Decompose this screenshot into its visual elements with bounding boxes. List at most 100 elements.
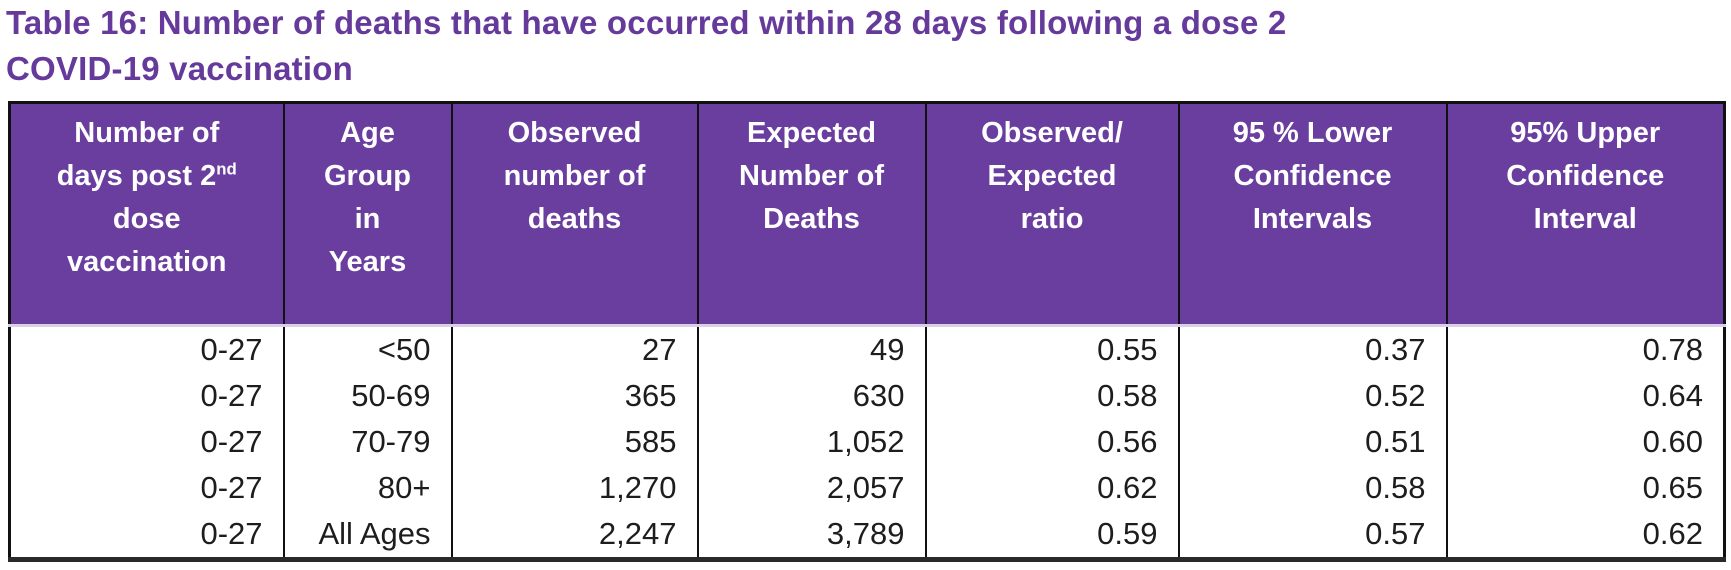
cell-lower-confidence: 0.51	[1177, 419, 1448, 465]
header-text: 95 % Lower	[1232, 117, 1393, 149]
column-header-expected-deaths: Expected Number of Deaths	[696, 102, 927, 327]
header-text: Deaths	[763, 203, 860, 235]
table-header: Number of days post 2nd dose vaccination Age…	[8, 102, 1726, 327]
column-header-lower-confidence: 95 % Lower Confidence Intervals	[1177, 102, 1448, 327]
column-header-line: Intervals	[1184, 198, 1442, 241]
column-header-line: vaccination	[15, 241, 279, 284]
cell-observed-expected-ratio: 0.62	[924, 465, 1180, 511]
column-header-age-group: Age Group in Years	[282, 102, 453, 327]
cell-observed-expected-ratio: 0.59	[924, 511, 1180, 560]
column-header-days-post-dose: Number of days post 2nd dose vaccination	[8, 102, 285, 327]
cell-upper-confidence: 0.60	[1445, 419, 1726, 465]
cell-observed-expected-ratio: 0.58	[924, 373, 1180, 419]
header-text: Interval	[1533, 203, 1637, 235]
column-header-line: dose	[15, 198, 279, 241]
cell-lower-confidence: 0.57	[1177, 511, 1448, 560]
cell-observed-expected-ratio: 0.55	[924, 325, 1180, 373]
cell-observed-expected-ratio: 0.56	[924, 419, 1180, 465]
cell-upper-confidence: 0.65	[1445, 465, 1726, 511]
column-header-line: Number of	[15, 112, 279, 155]
column-header-line: Deaths	[703, 198, 921, 241]
cell-upper-confidence: 0.64	[1445, 373, 1726, 419]
column-header-line: Confidence	[1184, 155, 1442, 198]
header-text: Expected	[747, 117, 876, 149]
column-header-observed-expected-ratio: Observed/Expected ratio	[924, 102, 1180, 327]
cell-days-post-dose: 0-27	[8, 419, 285, 465]
table-header-row: Number of days post 2nd dose vaccination Age…	[8, 102, 1726, 327]
header-text: ratio	[1020, 203, 1084, 235]
cell-observed-deaths: 2,247	[450, 511, 699, 560]
cell-upper-confidence: 0.78	[1445, 325, 1726, 373]
cell-expected-deaths: 1,052	[696, 419, 927, 465]
cell-days-post-dose: 0-27	[8, 325, 285, 373]
header-text: vaccination	[66, 246, 227, 278]
column-header-line: Interval	[1452, 198, 1720, 241]
header-text: Group	[324, 160, 411, 192]
cell-age-group: 70-79	[282, 419, 453, 465]
column-header-line: Expected	[703, 112, 921, 155]
table-title: Table 16: Number of deaths that have occ…	[6, 0, 1286, 92]
table-row: 0-27 50-69 365 630 0.58 0.52 0.64	[8, 373, 1726, 419]
cell-days-post-dose: 0-27	[8, 373, 285, 419]
cell-age-group: All Ages	[282, 511, 453, 560]
header-text: deaths	[527, 203, 622, 235]
cell-lower-confidence: 0.52	[1177, 373, 1448, 419]
cell-age-group: 80+	[282, 465, 453, 511]
table-row: 0-27 <50 27 49 0.55 0.37 0.78	[8, 325, 1726, 373]
cell-upper-confidence: 0.62	[1445, 511, 1726, 560]
table-title-line-2: COVID-19 vaccination	[6, 50, 353, 87]
column-header-line: 95% Upper	[1452, 112, 1720, 155]
column-header-line: Group	[289, 155, 447, 198]
cell-days-post-dose: 0-27	[8, 465, 285, 511]
table-row: 0-27 80+ 1,270 2,057 0.62 0.58 0.65	[8, 465, 1726, 511]
cell-age-group: <50	[282, 325, 453, 373]
cell-observed-deaths: 365	[450, 373, 699, 419]
header-text: Confidence	[1506, 160, 1665, 192]
header-text: number of	[503, 160, 646, 192]
cell-expected-deaths: 3,789	[696, 511, 927, 560]
header-text: Observed	[507, 117, 642, 149]
header-text: Age	[340, 117, 395, 149]
table-row: 0-27 All Ages 2,247 3,789 0.59 0.57 0.62	[8, 511, 1726, 560]
column-header-observed-deaths: Observed number of deaths	[450, 102, 699, 327]
header-text: 95% Upper	[1510, 117, 1661, 149]
header-text: Number of	[74, 117, 220, 149]
table-title-line-1: Table 16: Number of deaths that have occ…	[6, 4, 1287, 41]
table-row: 0-27 70-79 585 1,052 0.56 0.51 0.60	[8, 419, 1726, 465]
header-text: Years	[328, 246, 407, 278]
column-header-line: deaths	[457, 198, 693, 241]
column-header-line: Observed/	[931, 112, 1174, 155]
header-text: Number of	[739, 160, 884, 192]
cell-age-group: 50-69	[282, 373, 453, 419]
header-text: Expected	[987, 160, 1117, 192]
cell-observed-deaths: 27	[450, 325, 699, 373]
header-text: Observed/	[981, 117, 1123, 149]
column-header-upper-confidence: 95% Upper Confidence Interval	[1445, 102, 1726, 327]
table-body: 0-27 <50 27 49 0.55 0.37 0.78 0-27 50-69 365 630 0.…	[8, 325, 1726, 560]
column-header-line: days post 2nd	[15, 155, 279, 198]
header-text: in	[354, 203, 381, 235]
cell-observed-deaths: 1,270	[450, 465, 699, 511]
column-header-line: in	[289, 198, 447, 241]
cell-expected-deaths: 630	[696, 373, 927, 419]
column-header-line: Confidence	[1452, 155, 1720, 198]
column-header-line: number of	[457, 155, 693, 198]
cell-expected-deaths: 2,057	[696, 465, 927, 511]
header-text: Confidence	[1233, 160, 1392, 192]
header-text: dose	[112, 203, 181, 235]
cell-observed-deaths: 585	[450, 419, 699, 465]
column-header-line: Number of	[703, 155, 921, 198]
cell-expected-deaths: 49	[696, 325, 927, 373]
header-text: days post 2	[56, 160, 217, 192]
column-header-line: Age	[289, 112, 447, 155]
column-header-line: ratio	[931, 198, 1174, 241]
cell-days-post-dose: 0-27	[8, 511, 285, 560]
column-header-line: Expected	[931, 155, 1174, 198]
column-header-line: Years	[289, 241, 447, 284]
cell-lower-confidence: 0.58	[1177, 465, 1448, 511]
header-superscript: nd	[216, 159, 237, 179]
cell-lower-confidence: 0.37	[1177, 325, 1448, 373]
deaths-table: Number of days post 2nd dose vaccination Age…	[8, 101, 1726, 562]
column-header-line: Observed	[457, 112, 693, 155]
